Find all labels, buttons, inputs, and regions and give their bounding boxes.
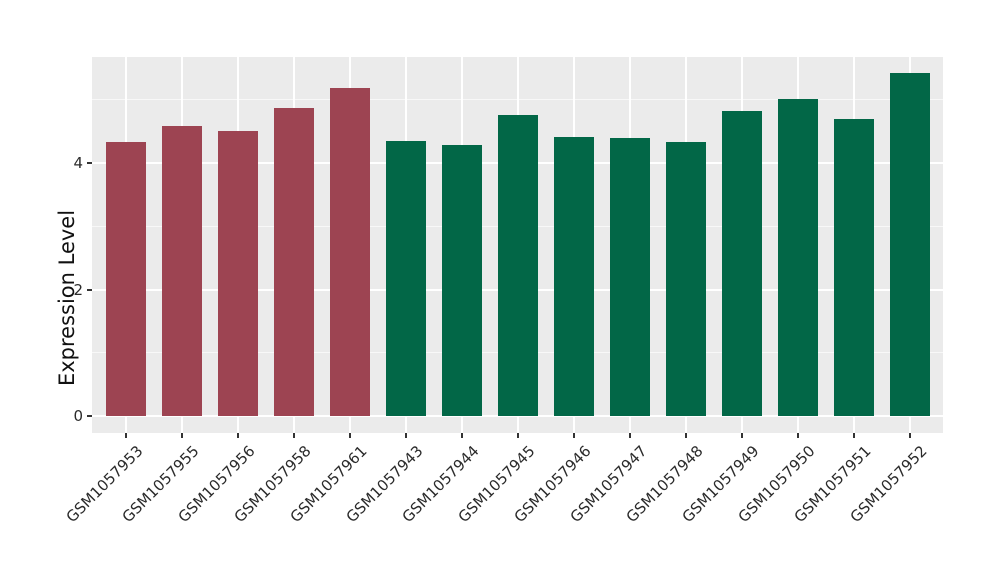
bar-GSM1057946 <box>553 137 594 416</box>
x-tick-mark <box>572 433 575 438</box>
plot-panel <box>92 57 943 433</box>
x-tick-mark <box>236 433 239 438</box>
y-tick-mark <box>87 162 92 164</box>
x-tick-mark <box>740 433 743 438</box>
y-tick-label: 4 <box>73 154 83 172</box>
x-tick-mark <box>628 433 631 438</box>
bar-GSM1057953 <box>105 142 146 416</box>
bar-GSM1057947 <box>609 137 650 416</box>
x-tick-mark <box>124 433 127 438</box>
bar-GSM1057961 <box>329 87 370 416</box>
x-tick-mark <box>292 433 295 438</box>
x-tick-mark <box>852 433 855 438</box>
x-tick-mark <box>516 433 519 438</box>
y-tick-label: 0 <box>73 407 83 425</box>
y-tick-mark <box>87 288 92 291</box>
bar-GSM1057943 <box>385 140 426 416</box>
bar-GSM1057952 <box>889 73 930 416</box>
x-tick-mark <box>908 433 911 438</box>
bar-GSM1057958 <box>273 107 314 416</box>
y-tick-label: 2 <box>73 280 83 299</box>
bar-GSM1057945 <box>497 114 538 416</box>
bar-GSM1057944 <box>441 145 482 416</box>
x-tick-mark <box>404 433 407 438</box>
bar-GSM1057950 <box>777 99 818 416</box>
x-tick-mark <box>460 433 463 438</box>
bar-GSM1057948 <box>665 142 706 416</box>
x-tick-mark <box>180 433 183 438</box>
x-tick-mark <box>796 433 799 438</box>
bar-GSM1057949 <box>721 111 762 416</box>
bar-GSM1057951 <box>833 118 874 416</box>
x-tick-mark <box>348 433 351 438</box>
y-tick-mark <box>87 415 92 417</box>
bar-GSM1057956 <box>217 130 258 416</box>
bar-GSM1057955 <box>161 126 202 416</box>
x-tick-mark <box>684 433 687 438</box>
